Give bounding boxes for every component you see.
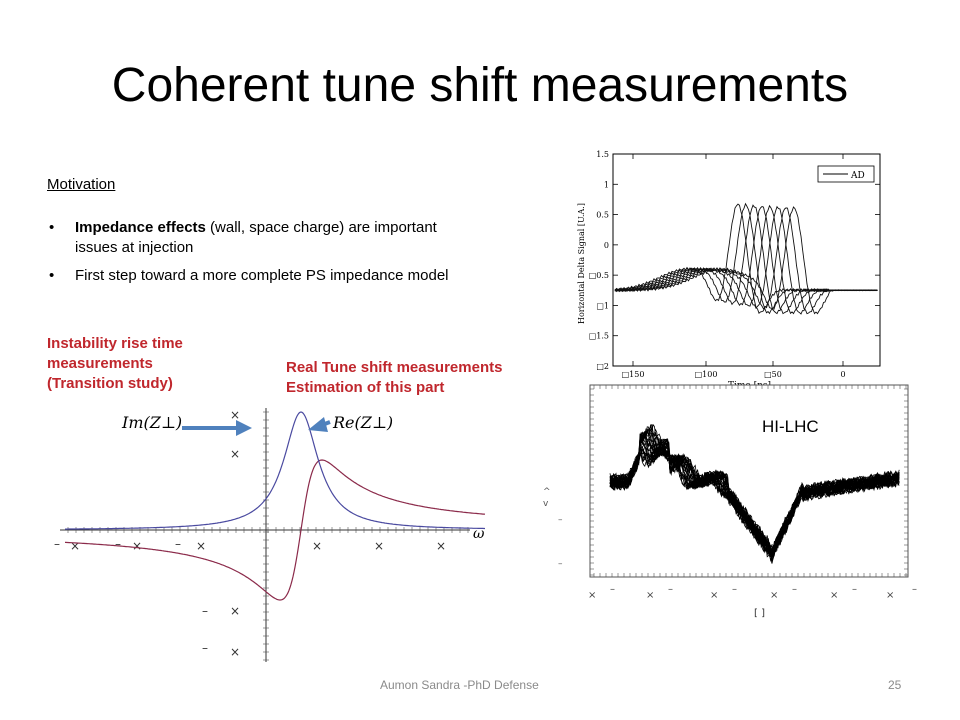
bullet-text: First step toward a more complete PS imp… [75, 267, 449, 284]
axis-tick-mark: × [436, 539, 446, 553]
im-arrow-head [236, 420, 252, 436]
hilhc-axis-glyph: – [558, 515, 563, 525]
hilhc-axis-mark: × [830, 590, 838, 601]
ad-y-axis-label: Horizontal Delta Signal [U.A.] [577, 203, 586, 324]
bullet-item: Impedance effects (wall, space charge) a… [47, 218, 467, 258]
hilhc-axis-mark: – [792, 584, 797, 595]
ad-y-tick-label: □1 [596, 301, 609, 310]
axis-tick-mark: – [115, 537, 121, 551]
axis-tick-mark: × [230, 408, 240, 422]
axis-tick-mark: – [202, 604, 208, 618]
hilhc-axis-mark: × [770, 590, 778, 601]
omega-label: ω [473, 526, 485, 542]
impedance-arrows [182, 417, 330, 436]
hilhc-axis-glyph: ^ [543, 487, 551, 497]
tune-shift-label-line: Estimation of this part [286, 378, 502, 398]
axis-tick-mark: × [70, 539, 80, 553]
ad-plot-frame [613, 154, 880, 366]
axis-tick-mark: × [230, 604, 240, 618]
hilhc-axis-mark: × [886, 590, 894, 601]
hilhc-axis-mark: – [610, 584, 615, 595]
hilhc-signal-plot: × × × × × × – – – – – – HI-LHC ^ v – – [ ] [540, 380, 920, 620]
hilhc-axis-glyph: – [558, 559, 563, 569]
hilhc-axis-mark: – [668, 584, 673, 595]
ad-signal-plot: 1.5 1 0.5 0 □0.5 □1 □1.5 □2 □150 □100 □50 0 AD Hori… [568, 146, 888, 392]
axis-tick-mark: – [175, 537, 181, 551]
re-arrow-head [308, 417, 328, 432]
tune-shift-label: Real Tune shift measurements Estimation … [286, 358, 502, 398]
axis-tick-mark: – [54, 537, 60, 551]
impedance-plot: – × – × – × × × ×××– ×– × Im(Z⊥) Re(Z⊥) ω [40, 400, 500, 670]
ad-legend-text: AD [850, 171, 865, 181]
hilhc-axis-mark: × [588, 590, 596, 601]
hilhc-axis-mark: × [710, 590, 718, 601]
instability-label-line: measurements [47, 354, 183, 374]
motivation-bullets: Impedance effects (wall, space charge) a… [47, 218, 467, 294]
ad-x-tick-label: □50 [764, 370, 782, 379]
instability-label: Instability rise time measurements (Tran… [47, 334, 183, 394]
hilhc-axis-mark: – [912, 584, 917, 595]
hilhc-bottom-label: [ ] [754, 608, 765, 619]
axis-tick-mark: × [374, 539, 384, 553]
slide-title: Coherent tune shift measurements [0, 58, 960, 113]
instability-label-line: (Transition study) [47, 374, 183, 394]
bullet-item: First step toward a more complete PS imp… [47, 266, 467, 286]
footer-text: Aumon Sandra -PhD Defense [380, 678, 539, 692]
ad-y-tick-label: 1 [604, 180, 609, 189]
ad-y-tick-label: □0.5 [589, 271, 609, 280]
hilhc-axis-mark: × [646, 590, 654, 601]
bullet-bold: Impedance effects [75, 219, 206, 236]
ad-y-tick-label: □1.5 [589, 332, 609, 341]
re-z-label: Re(Z⊥) [332, 413, 393, 432]
axis-tick-mark: × [230, 447, 240, 461]
ad-y-tick-label: 0.5 [596, 211, 609, 220]
axis-tick-mark: × [132, 539, 142, 553]
axis-tick-mark: × [196, 539, 206, 553]
tune-shift-label-line: Real Tune shift measurements [286, 358, 502, 378]
ad-x-tick-label: □100 [695, 370, 718, 379]
im-z-label: Im(Z⊥) [121, 413, 182, 432]
hilhc-axis-mark: – [852, 584, 857, 595]
hilhc-axis-mark: – [732, 584, 737, 595]
impedance-axes: – × – × – × × × ×××– ×– × [54, 408, 470, 662]
ad-x-tick-label: □150 [622, 370, 645, 379]
ad-y-tick-label: □2 [596, 362, 609, 371]
page-number: 25 [888, 678, 901, 692]
hilhc-axis-glyph: v [543, 499, 549, 509]
ad-y-tick-label: 1.5 [596, 150, 609, 159]
ad-y-tick-label: 0 [604, 241, 609, 250]
axis-tick-mark: × [230, 645, 240, 659]
axis-tick-mark: × [312, 539, 322, 553]
motivation-heading: Motivation [47, 176, 115, 193]
ad-x-tick-label: 0 [840, 370, 845, 379]
axis-tick-mark: – [202, 641, 208, 655]
instability-label-line: Instability rise time [47, 334, 183, 354]
hilhc-label: HI-LHC [762, 417, 819, 436]
